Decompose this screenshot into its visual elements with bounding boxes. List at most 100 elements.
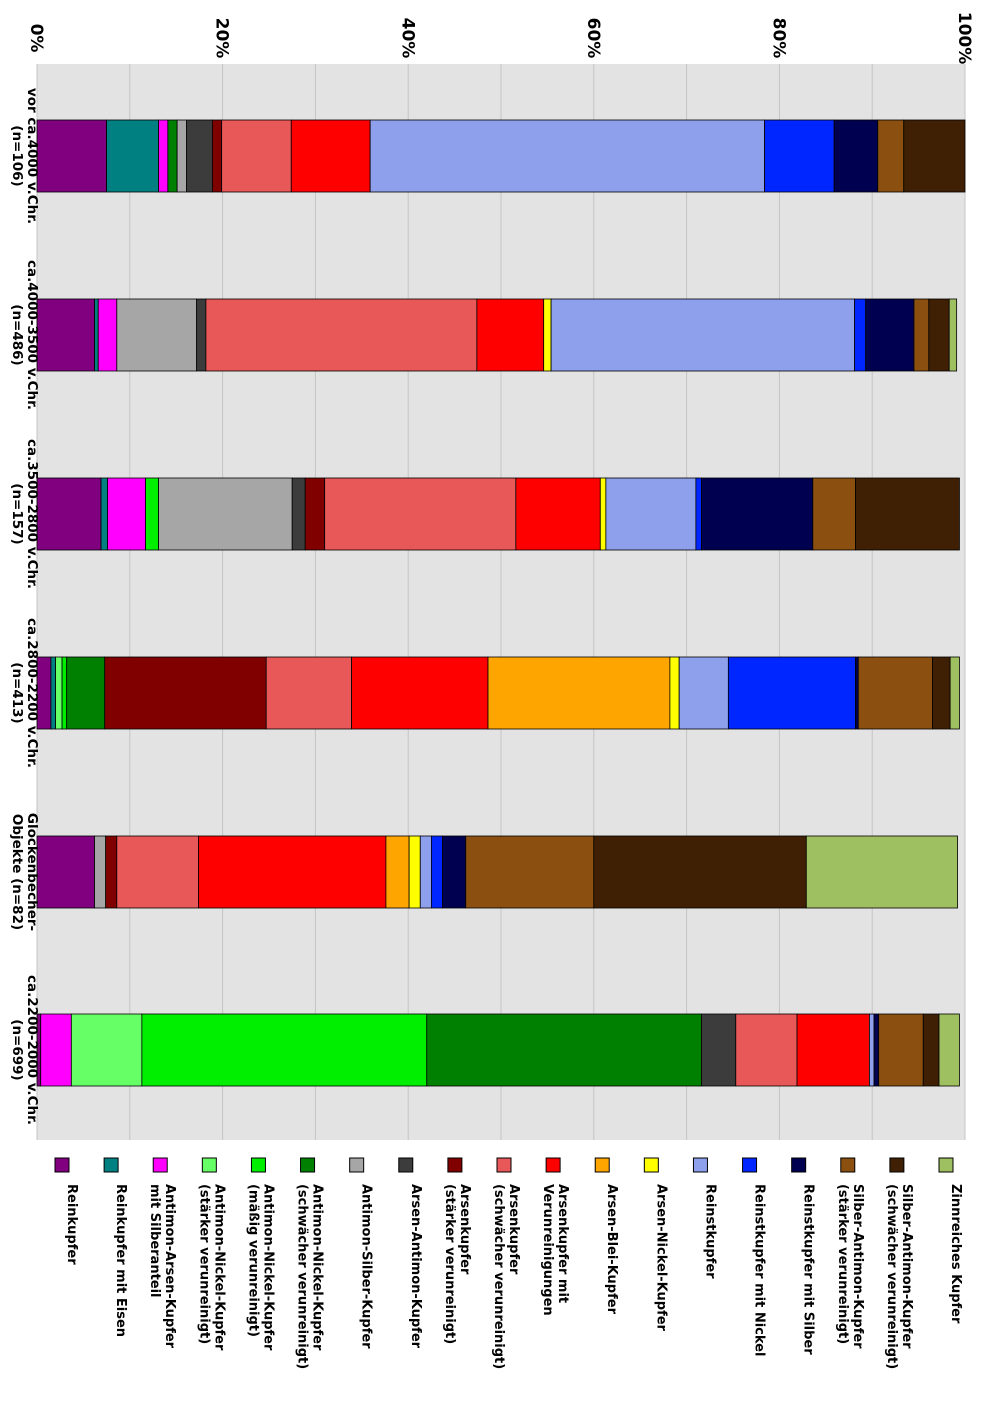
legend-label: Silber-Antimon-Kupfer: [899, 1184, 914, 1349]
bar-segment: [116, 835, 199, 909]
bar-segment: [515, 477, 601, 551]
bar-segment: [869, 1013, 875, 1087]
legend-label: (schwächer verunreinigt): [295, 1184, 310, 1369]
bar-segment: [158, 119, 169, 193]
category-label: ca.3500-2800 v.Chr.: [24, 439, 40, 589]
legend-label: Arsenkupfer: [457, 1184, 472, 1275]
legend-swatch: [692, 1157, 708, 1173]
bar-segment: [116, 298, 198, 372]
legend-swatch: [840, 1157, 856, 1173]
legend-swatch: [938, 1157, 954, 1173]
bar-segment: [487, 656, 671, 730]
category-label: (n=106): [9, 125, 25, 186]
legend-label: (stärker verunreinigt): [835, 1184, 850, 1344]
bar-segment: [158, 477, 293, 551]
legend-label: Arsen-Nickel-Kupfer: [653, 1184, 668, 1332]
bar-segment: [176, 119, 187, 193]
legend-swatch: [103, 1157, 119, 1173]
bar-segment: [36, 298, 95, 372]
bar-segment: [36, 835, 95, 909]
legend-label: Arsen-Antimon-Kupfer: [408, 1184, 423, 1349]
bar-segment: [442, 835, 467, 909]
legend-swatch: [152, 1157, 168, 1173]
bar-segment: [873, 1013, 880, 1087]
category-label: (n=486): [9, 304, 25, 365]
bar-segment: [812, 477, 856, 551]
category-label: Glockenbecher-: [24, 813, 40, 931]
category-label: ca.2800-2200 v.Chr.: [24, 618, 40, 768]
legend-label: (schwächer verunreinigt): [884, 1184, 899, 1369]
bar-segment: [543, 298, 552, 372]
bar-segment: [419, 835, 432, 909]
bar-segment: [727, 656, 856, 730]
bar-segment: [833, 119, 879, 193]
category-label: (n=157): [9, 483, 25, 544]
legend-swatch: [742, 1157, 758, 1173]
bar-segment: [948, 298, 958, 372]
bar-segment: [211, 119, 223, 193]
bar-segment: [669, 656, 680, 730]
bar-segment: [291, 477, 306, 551]
bar-segment: [599, 477, 607, 551]
bar-segment: [857, 656, 933, 730]
bar-segment: [701, 1013, 737, 1087]
legend-label: Reinkupfer mit Eisen: [113, 1184, 128, 1337]
legend-label: Antimon-Nickel-Kupfer: [211, 1184, 226, 1351]
bar-segment: [932, 656, 951, 730]
bar-segment: [351, 656, 489, 730]
bar-segment: [70, 1013, 143, 1087]
gridlines: [36, 64, 966, 1140]
legend-label: Verunreinigungen: [540, 1184, 555, 1316]
bar-segment: [265, 656, 352, 730]
legend-label: Reinstkupfer mit Silber: [801, 1184, 816, 1355]
bar-segment: [877, 119, 905, 193]
bar-segment: [40, 1013, 72, 1087]
legend-label: Silber-Antimon-Kupfer: [850, 1184, 865, 1349]
bar-segment: [94, 835, 107, 909]
legend-label: (mäßig verunreinigt): [245, 1184, 260, 1337]
bar-segment: [678, 656, 729, 730]
bar-segment: [408, 835, 421, 909]
bar-segment: [105, 835, 118, 909]
legend-swatch: [250, 1157, 266, 1173]
bar-segment: [186, 119, 213, 193]
legend-swatch: [643, 1157, 659, 1173]
legend-label: Arsenkupfer: [506, 1184, 521, 1275]
legend-label: (stärker verunreinigt): [196, 1184, 211, 1344]
category-label: ca.4000-3500 v.Chr.: [24, 260, 40, 410]
bar-segment: [106, 119, 159, 193]
bar-segment: [805, 835, 958, 909]
legend-swatch: [349, 1157, 365, 1173]
legend-swatch: [889, 1157, 905, 1173]
bar-segment: [36, 477, 102, 551]
bar-segment: [735, 1013, 798, 1087]
legend-label: Antimon-Nickel-Kupfer: [260, 1184, 275, 1351]
bar-segment: [854, 298, 867, 372]
bar-segment: [865, 298, 915, 372]
bar-segment: [855, 477, 960, 551]
bar-segment: [426, 1013, 702, 1087]
bar-segment: [593, 835, 807, 909]
tick-label: 40%: [397, 18, 417, 59]
legend-label: Antimon-Nickel-Kupfer: [310, 1184, 325, 1351]
legend-label: mit Silberanteil: [147, 1184, 162, 1298]
legend-label: Arsen-Blei-Kupfer: [604, 1184, 619, 1315]
bar-segment: [695, 477, 702, 551]
legend-label: Reinstkupfer mit Nickel: [752, 1184, 767, 1356]
legend-label: Antimon-Arsen-Kupfer: [162, 1184, 177, 1349]
bar-segment: [205, 298, 478, 372]
legend-label: (schwächer verunreinigt): [491, 1184, 506, 1369]
bar-segment: [324, 477, 517, 551]
bar-segment: [928, 298, 950, 372]
bar-segment: [221, 119, 292, 193]
bar-segment: [304, 477, 326, 551]
bar-segment: [550, 298, 855, 372]
category-label: ca.2200-2000 v.Chr.: [24, 975, 40, 1125]
bar-segment: [913, 298, 930, 372]
category-label: vor ca.4000 v.Chr.: [24, 88, 40, 224]
bar-segment: [100, 477, 108, 551]
legend-label: Reinstkupfer: [702, 1184, 717, 1279]
bar-segment: [903, 119, 966, 193]
bar-segment: [430, 835, 443, 909]
legend-label: Zinnreiches Kupfer: [948, 1184, 963, 1324]
